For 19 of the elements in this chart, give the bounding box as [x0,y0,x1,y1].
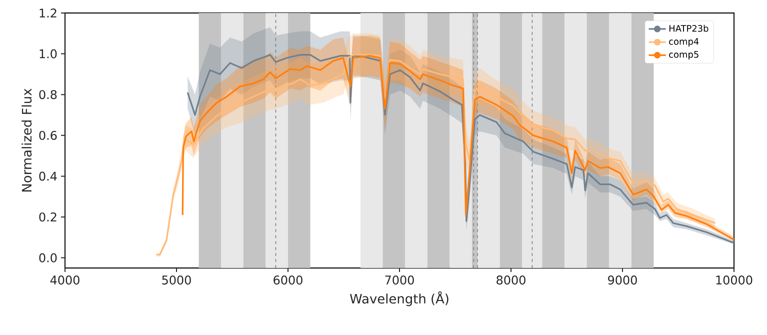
y-tick-label: 1.0 [40,49,57,58]
y-tick-label: 0.2 [39,212,56,222]
x-axis-title: Wavelength (Å) [350,291,448,306]
x-tick-label: 10000 [716,276,752,285]
x-tick-label: 4000 [50,276,80,285]
y-tick-label: 0.6 [39,130,57,140]
y-tick-label: 0.0 [39,253,57,262]
x-tick-label: 7000 [385,276,414,285]
x-tick-label: 9000 [608,276,637,285]
legend-label: comp5 [669,51,698,60]
x-tick-label: 6000 [274,276,302,285]
y-tick-label: 0.8 [39,90,57,100]
y-tick-label: 0.4 [39,172,57,181]
x-tick-label: 8000 [496,276,526,285]
y-tick-label: 1.2 [40,8,56,18]
x-tick-label: 5000 [162,276,191,285]
legend-label: HATP23b [669,24,708,32]
y-axis-title: Normalized Flux [22,88,32,192]
legend-label: comp4 [669,38,699,47]
